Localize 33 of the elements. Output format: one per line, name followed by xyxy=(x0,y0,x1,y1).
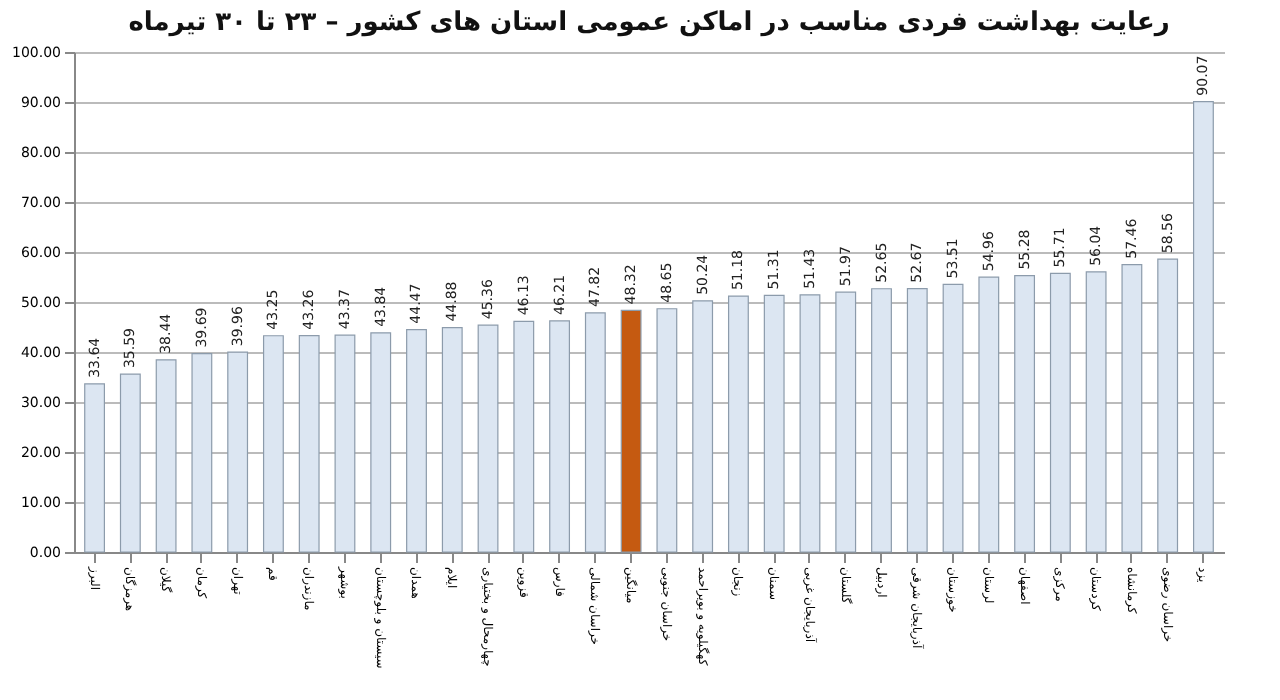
bar xyxy=(370,332,392,553)
bar xyxy=(513,320,535,553)
bar xyxy=(1049,272,1071,553)
chart-title: رعایت بهداشت فردی مناسب در اماکن عمومی استان های کشور – ۲۳ تا ۳۰ تیرماه xyxy=(128,8,1170,38)
bar xyxy=(84,383,105,553)
bar xyxy=(906,288,928,553)
bar xyxy=(799,294,821,553)
bar xyxy=(262,335,284,553)
bar xyxy=(441,327,463,553)
bar xyxy=(692,300,714,553)
bar xyxy=(334,334,356,553)
bar xyxy=(763,294,785,553)
bar xyxy=(1014,275,1036,553)
bar xyxy=(298,335,320,553)
bar xyxy=(942,283,964,553)
bar xyxy=(835,291,857,553)
bar xyxy=(549,320,571,553)
bar xyxy=(477,324,499,553)
bar xyxy=(871,288,892,553)
bar xyxy=(227,351,249,553)
bar xyxy=(620,309,642,553)
bar xyxy=(1157,258,1179,553)
bar xyxy=(406,329,427,553)
bar xyxy=(1121,264,1143,553)
bar xyxy=(584,312,606,553)
bar xyxy=(656,308,678,553)
bar xyxy=(155,359,177,553)
bar xyxy=(1193,101,1214,553)
bar xyxy=(191,352,213,553)
bar xyxy=(978,276,1000,553)
bar xyxy=(727,295,749,553)
bar xyxy=(119,373,141,553)
bar xyxy=(1085,271,1107,553)
